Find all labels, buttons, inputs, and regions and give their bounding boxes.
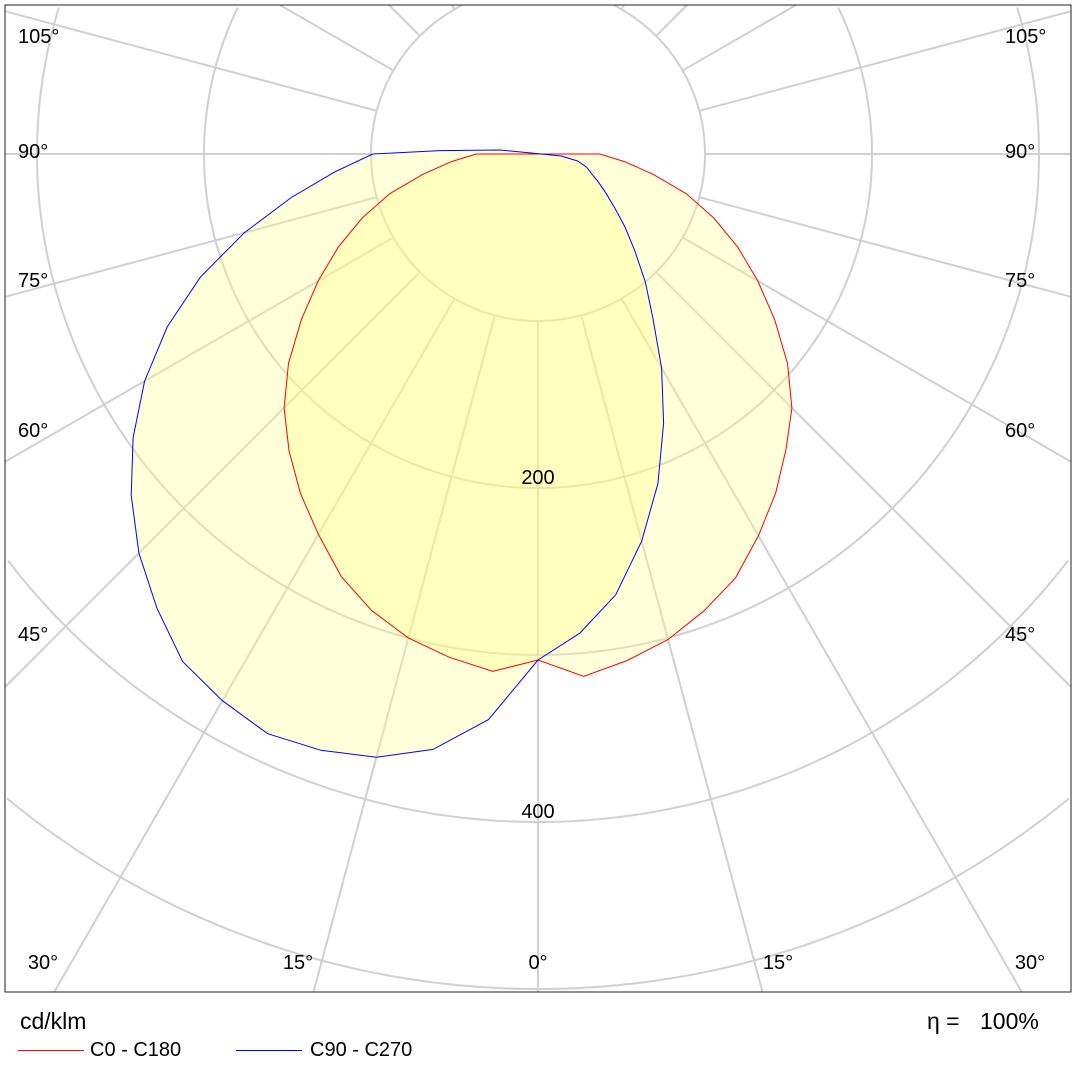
grid-spoke bbox=[620, 298, 1023, 993]
grid-spoke bbox=[4, 196, 377, 298]
efficiency-value: 100% bbox=[980, 1008, 1039, 1034]
legend-swatch-c90-c270 bbox=[236, 1050, 302, 1051]
efficiency-label: η = bbox=[927, 1008, 960, 1034]
angle-label-bottom: 30° bbox=[1014, 952, 1046, 974]
angle-label-left: 75° bbox=[18, 270, 49, 292]
angle-label-right: 75° bbox=[1005, 270, 1036, 292]
grid-circle bbox=[837, 7, 873, 154]
angle-label-left: 90° bbox=[18, 141, 49, 163]
grid-circle bbox=[203, 7, 873, 489]
series-fill-0 bbox=[284, 154, 792, 677]
grid-spoke bbox=[4, 236, 394, 463]
angle-label-right: 105° bbox=[1005, 26, 1047, 48]
grid-spoke bbox=[699, 196, 1072, 298]
polar-grid bbox=[4, 4, 1072, 993]
grid-spoke bbox=[279, 4, 394, 72]
legend-label-c0-c180: C0 - C180 bbox=[90, 1039, 182, 1061]
angle-label-left: 45° bbox=[18, 624, 49, 646]
grid-spoke bbox=[699, 10, 1072, 112]
angle-label-left: 60° bbox=[18, 420, 49, 442]
unit-label: cd/klm bbox=[20, 1008, 87, 1034]
grid-spoke bbox=[4, 271, 421, 688]
grid-spoke bbox=[4, 10, 377, 112]
angle-label-right: 90° bbox=[1005, 141, 1036, 163]
radial-tick-label: 200 bbox=[521, 467, 555, 489]
grid-spoke bbox=[580, 315, 764, 993]
angle-label-bottom: 15° bbox=[282, 952, 314, 974]
plot-frame bbox=[4, 4, 1072, 993]
grid-spoke bbox=[682, 4, 797, 72]
grid-spoke bbox=[53, 298, 456, 993]
series-fill-1 bbox=[131, 150, 664, 758]
grid-spoke bbox=[655, 271, 1072, 688]
legend-swatch-c0-c180 bbox=[18, 1050, 84, 1051]
series-line-0 bbox=[283, 153, 793, 677]
series-line-1 bbox=[130, 149, 665, 758]
angle-label-bottom: 0° bbox=[528, 952, 548, 974]
grid-circle bbox=[36, 7, 1040, 656]
radial-tick-label: 400 bbox=[521, 801, 555, 823]
curves bbox=[130, 149, 793, 758]
angle-label-right: 45° bbox=[1005, 624, 1036, 646]
grid-circle bbox=[613, 4, 706, 154]
angle-label-bottom: 15° bbox=[762, 952, 794, 974]
grid-circle bbox=[1016, 7, 1040, 154]
angle-label-right: 60° bbox=[1005, 420, 1036, 442]
legend-label-c90-c270: C90 - C270 bbox=[310, 1039, 413, 1061]
grid-spoke bbox=[682, 236, 1072, 463]
angle-label-bottom: 30° bbox=[27, 952, 59, 974]
grid-spoke bbox=[451, 4, 456, 10]
grid-spoke bbox=[655, 4, 688, 37]
grid-spoke bbox=[388, 4, 421, 37]
angle-label-left: 105° bbox=[18, 26, 60, 48]
grid-circle bbox=[370, 4, 706, 322]
grid-spoke bbox=[312, 315, 496, 993]
grid-spoke bbox=[620, 4, 625, 10]
